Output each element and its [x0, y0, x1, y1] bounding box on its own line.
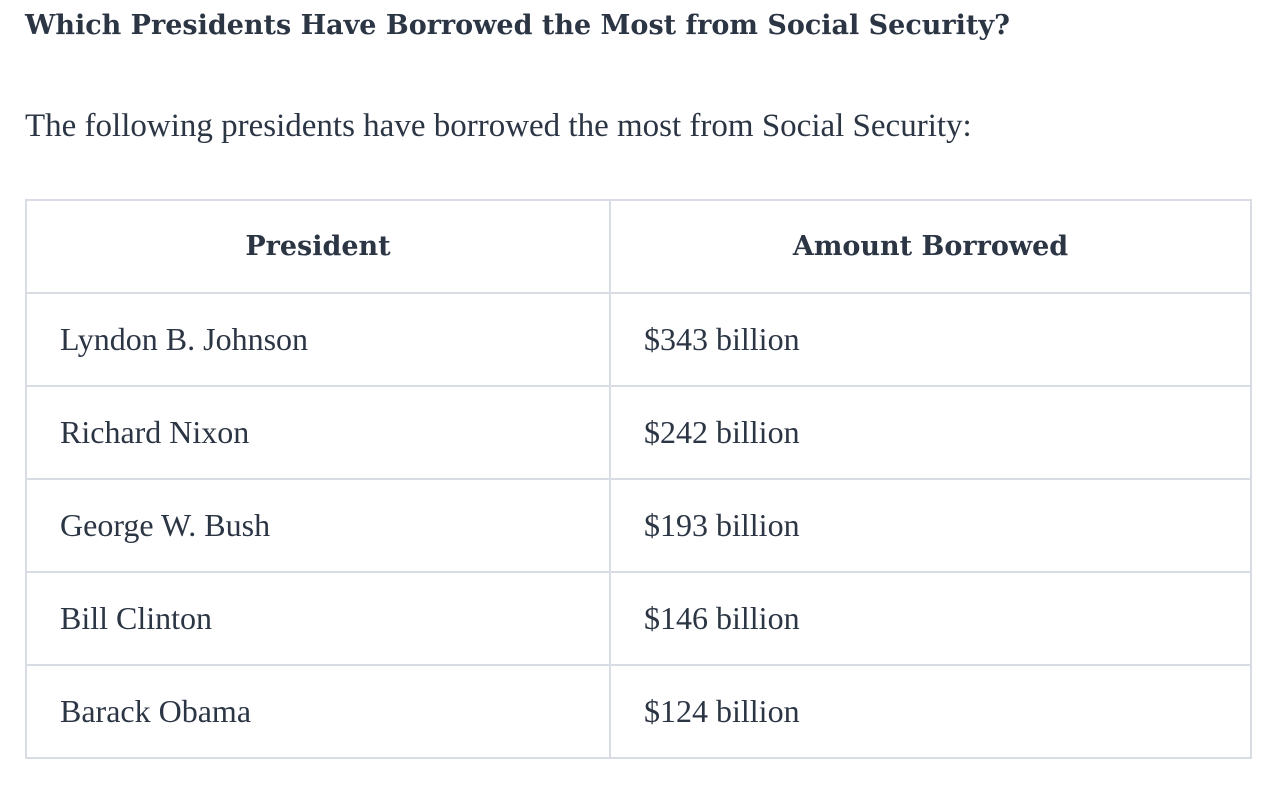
president-name-cell: Lyndon B. Johnson [25, 292, 611, 387]
table-row: Barack Obama $124 billion [25, 664, 1252, 759]
president-name-cell: George W. Bush [25, 478, 611, 573]
table-row: Richard Nixon $242 billion [25, 385, 1252, 480]
president-name-cell: Barack Obama [25, 664, 611, 759]
table-row: Lyndon B. Johnson $343 billion [25, 292, 1252, 387]
header-president: President [25, 199, 611, 294]
amount-borrowed-cell: $343 billion [609, 292, 1252, 387]
amount-borrowed-cell: $146 billion [609, 571, 1252, 666]
table-row: George W. Bush $193 billion [25, 478, 1252, 573]
president-name-cell: Richard Nixon [25, 385, 611, 480]
header-amount-borrowed: Amount Borrowed [609, 199, 1252, 294]
amount-borrowed-cell: $242 billion [609, 385, 1252, 480]
table-header-row: President Amount Borrowed [25, 199, 1252, 294]
intro-paragraph: The following presidents have borrowed t… [25, 108, 972, 144]
amount-borrowed-cell: $193 billion [609, 478, 1252, 573]
article-heading: Which Presidents Have Borrowed the Most … [25, 10, 1010, 41]
president-name-cell: Bill Clinton [25, 571, 611, 666]
table-row: Bill Clinton $146 billion [25, 571, 1252, 666]
amount-borrowed-cell: $124 billion [609, 664, 1252, 759]
presidents-borrowing-table: President Amount Borrowed Lyndon B. John… [25, 199, 1252, 759]
